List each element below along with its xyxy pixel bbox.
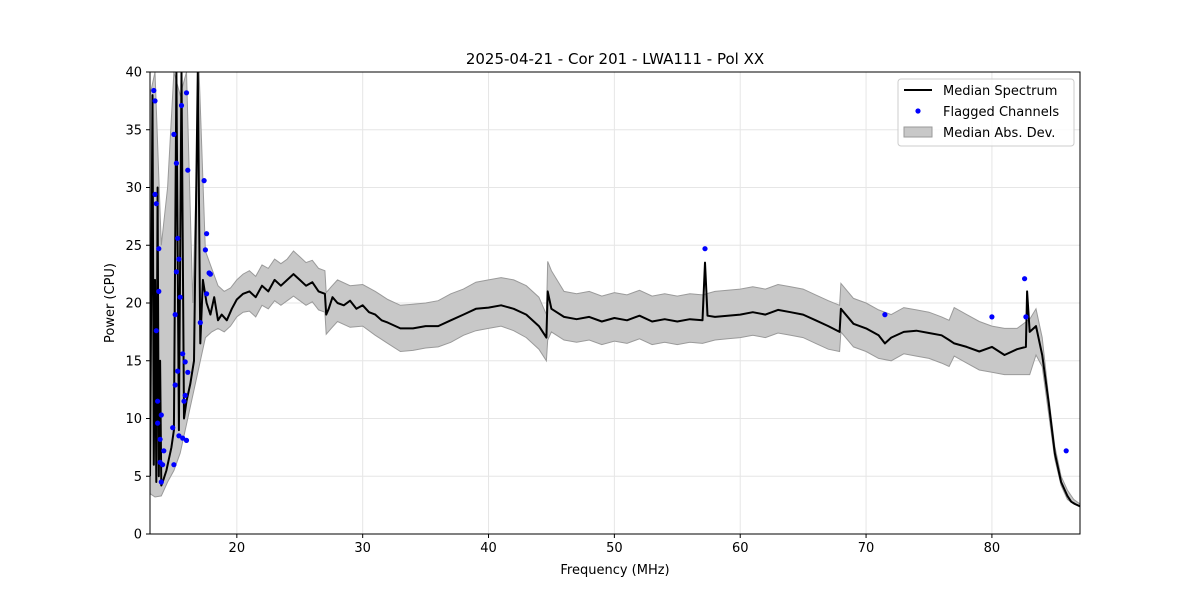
flagged-channel-point (202, 247, 208, 253)
legend-mad-swatch (903, 126, 933, 138)
flagged-channel-point (173, 160, 179, 166)
flagged-channel-point (160, 462, 166, 468)
flagged-channel-point (182, 359, 188, 365)
y-tick-label: 0 (134, 528, 142, 543)
legend: Median Spectrum Flagged Channels Median … (897, 78, 1075, 147)
mad-band (150, 72, 1080, 507)
x-tick-label: 30 (354, 541, 371, 556)
flagged-channel-point (155, 420, 161, 426)
y-axis-label: Power (CPU) (103, 263, 118, 343)
flagged-channel-point (172, 312, 178, 318)
legend-flagged-swatch (915, 108, 921, 114)
y-tick-label: 40 (125, 66, 142, 81)
x-tick-label: 50 (606, 541, 623, 556)
flagged-channel-point (171, 462, 177, 468)
x-axis-ticks: 20 30 40 50 60 70 80 (229, 534, 1001, 556)
flagged-channel-point (702, 246, 708, 252)
median-line-layer (150, 72, 1080, 508)
flagged-channel-point (176, 256, 182, 262)
flagged-channel-point (175, 368, 181, 374)
flagged-channel-point (152, 191, 158, 197)
flagged-channel-point (171, 131, 177, 137)
flagged-channel-point (197, 320, 203, 326)
y-tick-label: 15 (125, 354, 142, 369)
flagged-channel-point (158, 412, 164, 418)
flagged-channel-point (155, 398, 161, 404)
flagged-channel-point (882, 312, 888, 318)
flagged-channel-point (172, 382, 178, 388)
flagged-channel-point (156, 288, 162, 294)
flagged-channel-point (207, 271, 213, 277)
flagged-channel-point (204, 291, 210, 297)
flagged-channel-point (182, 392, 188, 398)
flagged-channel-point (180, 435, 186, 441)
mad-band-layer (150, 72, 1080, 507)
flagged-channel-point (1063, 448, 1069, 454)
flagged-channel-point (153, 328, 159, 334)
flagged-channel-point (173, 269, 179, 275)
flagged-channel-point (157, 436, 163, 442)
flagged-channel-point (183, 437, 190, 443)
flagged-channel-point (989, 314, 995, 320)
legend-median-label: Median Spectrum (943, 84, 1057, 99)
flagged-channel-point (158, 479, 164, 485)
x-tick-label: 80 (984, 541, 1001, 556)
flagged-channel-point (1022, 276, 1028, 282)
legend-box (897, 78, 1075, 147)
flagged-channel-point (181, 398, 187, 404)
flagged-channel-point (1023, 314, 1029, 320)
flagged-channel-point (170, 425, 176, 431)
y-tick-label: 35 (125, 123, 142, 138)
flagged-channel-point (185, 167, 191, 173)
x-axis-label: Frequency (MHz) (560, 563, 669, 578)
flagged-channel-point (152, 98, 158, 104)
y-tick-label: 10 (125, 412, 142, 427)
x-tick-label: 40 (480, 541, 497, 556)
flagged-channel-point (178, 102, 185, 109)
flagged-channel-point (176, 433, 182, 439)
flagged-channel-point (151, 87, 157, 94)
x-tick-label: 70 (858, 541, 875, 556)
median-spectrum-line (150, 72, 1080, 508)
legend-mad-label: Median Abs. Dev. (943, 126, 1055, 141)
flagged-channel-point (183, 90, 190, 96)
x-tick-label: 20 (229, 541, 246, 556)
chart-title: 2025-04-21 - Cor 201 - LWA111 - Pol XX (466, 50, 764, 68)
flagged-channel-point (180, 351, 186, 357)
y-axis-ticks: 0 5 10 15 20 25 30 35 40 (125, 66, 150, 543)
flagged-channel-point (185, 369, 191, 375)
y-tick-label: 20 (125, 297, 142, 312)
flagged-channel-point (161, 448, 167, 454)
y-tick-label: 30 (125, 181, 142, 196)
flagged-channel-point (201, 178, 207, 184)
y-tick-label: 5 (134, 470, 142, 485)
flagged-points-layer (151, 87, 1069, 485)
flagged-channel-point (156, 246, 162, 252)
y-tick-label: 25 (125, 239, 142, 254)
flagged-channel-point (177, 294, 183, 300)
flagged-channel-point (175, 235, 181, 241)
x-tick-label: 60 (732, 541, 749, 556)
legend-flagged-label: Flagged Channels (943, 105, 1059, 120)
flagged-channel-point (204, 231, 210, 237)
flagged-channel-point (153, 201, 159, 207)
